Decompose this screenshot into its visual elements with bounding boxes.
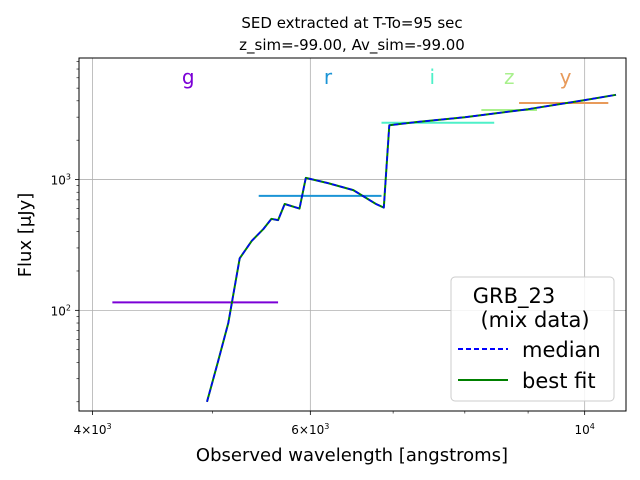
y-axis-ticks: 102 103 [51, 61, 79, 403]
x-tick-label: 6×103 [291, 422, 329, 437]
plot-frame [78, 57, 627, 412]
legend-box [450, 276, 615, 402]
series-line-median [206, 94, 617, 403]
legend-title-line1: GRB_23 [473, 284, 556, 309]
legend-label-best-fit: best fit [522, 369, 596, 393]
y-axis-label: Flux [μJy] [15, 193, 36, 278]
filter-label-r: r [324, 65, 333, 89]
filter-label-i: i [430, 65, 436, 89]
x-tick-label: 4×103 [74, 422, 112, 437]
filter-label-z: z [504, 65, 515, 89]
chart-title-line2: z_sim=-99.00, Av_sim=-99.00 [239, 36, 465, 55]
filter-label-g: g [182, 65, 195, 89]
chart-title-line1: SED extracted at T-To=95 sec [241, 14, 462, 32]
data-series [206, 93, 617, 403]
legend: GRB_23 (mix data) median best fit [450, 276, 615, 402]
x-tick-label: 104 [574, 422, 594, 437]
y-tick-label: 103 [51, 173, 71, 188]
x-axis-label: Observed wavelength [angstroms] [196, 445, 508, 466]
legend-title-line2: (mix data) [480, 308, 589, 332]
filter-label-y: y [560, 65, 572, 89]
x-axis-ticks: 4×103 6×103 104 [74, 411, 595, 437]
legend-label-median: median [522, 338, 601, 362]
y-tick-label: 102 [51, 303, 71, 318]
